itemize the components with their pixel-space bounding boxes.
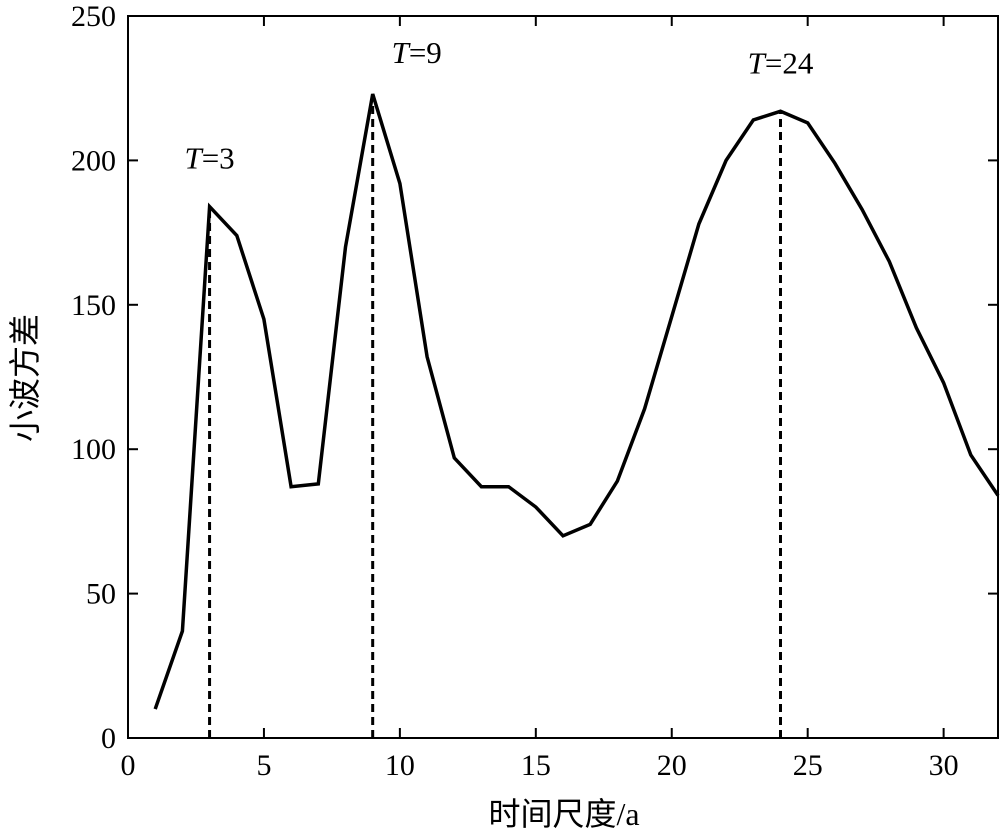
series-line — [153, 93, 1000, 710]
peak-label-value: =9 — [409, 35, 442, 70]
y-tick-label: 200 — [71, 144, 116, 177]
peak-label-value: =24 — [765, 45, 814, 80]
y-axis-title: 小波方差 — [7, 314, 43, 442]
x-tick-label: 20 — [657, 749, 687, 782]
y-tick-label: 100 — [71, 433, 116, 466]
y-tick-label: 50 — [86, 578, 116, 611]
peak-label-symbol: T — [184, 141, 204, 176]
peak-label-value: =3 — [202, 141, 235, 176]
x-tick-label: 15 — [521, 749, 551, 782]
peak-label-symbol: T — [392, 35, 412, 70]
x-tick-label: 25 — [793, 749, 823, 782]
x-axis-title: 时间尺度/a — [488, 796, 639, 832]
x-tick-label: 10 — [385, 749, 415, 782]
peak-label: T=24 — [748, 45, 814, 80]
peak-label: T=3 — [184, 141, 234, 176]
x-tick-label: 0 — [121, 749, 136, 782]
y-tick-label: 0 — [101, 722, 116, 755]
peak-label: T=9 — [392, 35, 442, 70]
plot-frame — [127, 15, 999, 739]
x-tick-label: 30 — [929, 749, 959, 782]
y-tick-label: 250 — [71, 0, 116, 33]
y-tick-label: 150 — [71, 289, 116, 322]
x-tick-label: 5 — [256, 749, 271, 782]
peak-label-symbol: T — [748, 45, 768, 80]
